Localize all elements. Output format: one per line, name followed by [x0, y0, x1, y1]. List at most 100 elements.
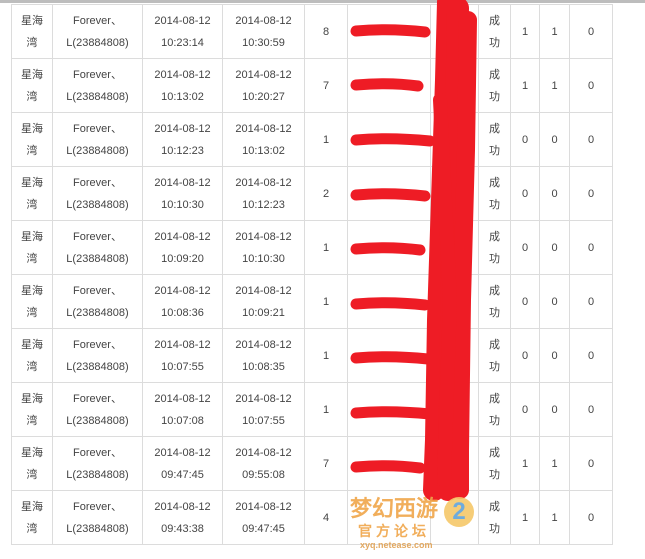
cell-status: 成 功: [478, 112, 511, 167]
b-text: 1: [551, 79, 558, 92]
b-text: 0: [551, 349, 558, 362]
cell-b: 0: [539, 112, 570, 167]
cell-c: 0: [569, 274, 613, 329]
a-text: 0: [521, 349, 529, 362]
server-text: 星海 湾: [21, 176, 43, 211]
cell-start: 2014-08-12 09:43:38: [142, 490, 223, 545]
watermark-title: 梦幻西游: [350, 496, 439, 521]
start-text: 2014-08-12 10:08:36: [154, 284, 211, 319]
start-text: 2014-08-12 10:23:14: [154, 14, 211, 49]
count-text: 7: [322, 457, 330, 470]
cell-redacted1: [347, 436, 431, 491]
cell-player: Forever、 L(23884808): [52, 436, 143, 491]
c-text: 0: [587, 349, 595, 362]
cell-player: Forever、 L(23884808): [52, 112, 143, 167]
cell-start: 2014-08-12 10:10:30: [142, 166, 223, 221]
end-text: 2014-08-12 09:47:45: [235, 500, 292, 535]
cell-c: 0: [569, 436, 613, 491]
server-text: 星海 湾: [21, 338, 43, 373]
cell-a: 1: [510, 490, 540, 545]
cell-status: 成 功: [478, 4, 511, 59]
player-text: Forever、 L(23884808): [66, 392, 129, 427]
cell-player: Forever、 L(23884808): [52, 328, 143, 383]
cell-end: 2014-08-12 10:09:21: [222, 274, 305, 329]
start-text: 2014-08-12 09:43:38: [154, 500, 211, 535]
end-text: 2014-08-12 10:20:27: [235, 68, 292, 103]
count-text: 1: [322, 133, 330, 146]
cell-b: 0: [539, 274, 570, 329]
start-text: 2014-08-12 10:10:30: [154, 176, 211, 211]
cell-redacted2: [430, 220, 479, 275]
start-text: 2014-08-12 10:09:20: [154, 230, 211, 265]
status-text: 成 功: [489, 392, 500, 427]
cell-player: Forever、 L(23884808): [52, 490, 143, 545]
cell-redacted2: [430, 382, 479, 437]
cell-end: 2014-08-12 10:20:27: [222, 58, 305, 113]
records-table: 星海 湾 Forever、 L(23884808) 2014-08-12 10:23…: [11, 4, 613, 545]
cell-server: 星海 湾: [11, 490, 53, 545]
c-text: 0: [587, 25, 595, 38]
status-text: 成 功: [489, 68, 500, 103]
cell-b: 1: [539, 58, 570, 113]
count-text: 1: [322, 349, 330, 362]
cell-end: 2014-08-12 10:13:02: [222, 112, 305, 167]
cell-redacted1: [347, 112, 431, 167]
a-text: 1: [521, 457, 529, 470]
table-row: 星海 湾 Forever、 L(23884808) 2014-08-12 10:13…: [11, 58, 613, 113]
cell-start: 2014-08-12 10:08:36: [142, 274, 223, 329]
cell-status: 成 功: [478, 166, 511, 221]
cell-redacted1: [347, 4, 431, 59]
cell-redacted2: [430, 4, 479, 59]
server-text: 星海 湾: [21, 392, 43, 427]
cell-status: 成 功: [478, 274, 511, 329]
cell-start: 2014-08-12 10:07:55: [142, 328, 223, 383]
cell-redacted2: [430, 112, 479, 167]
status-text: 成 功: [489, 446, 500, 481]
cell-a: 1: [510, 58, 540, 113]
player-text: Forever、 L(23884808): [66, 68, 129, 103]
cell-server: 星海 湾: [11, 58, 53, 113]
start-text: 2014-08-12 10:12:23: [154, 122, 211, 157]
cell-c: 0: [569, 382, 613, 437]
end-text: 2014-08-12 10:10:30: [235, 230, 292, 265]
cell-count: 8: [304, 4, 348, 59]
cell-redacted2: [430, 274, 479, 329]
cell-status: 成 功: [478, 328, 511, 383]
cell-c: 0: [569, 328, 613, 383]
cell-server: 星海 湾: [11, 112, 53, 167]
player-text: Forever、 L(23884808): [66, 14, 129, 49]
status-text: 成 功: [489, 230, 500, 265]
cell-player: Forever、 L(23884808): [52, 274, 143, 329]
cell-a: 0: [510, 166, 540, 221]
c-text: 0: [587, 241, 595, 254]
cell-count: 7: [304, 58, 348, 113]
cell-b: 0: [539, 166, 570, 221]
cell-player: Forever、 L(23884808): [52, 166, 143, 221]
cell-end: 2014-08-12 10:08:35: [222, 328, 305, 383]
cell-start: 2014-08-12 10:12:23: [142, 112, 223, 167]
cell-a: 0: [510, 274, 540, 329]
cell-count: 2: [304, 166, 348, 221]
server-text: 星海 湾: [21, 500, 43, 535]
cell-start: 2014-08-12 10:13:02: [142, 58, 223, 113]
cell-redacted2: [430, 58, 479, 113]
player-text: Forever、 L(23884808): [66, 446, 129, 481]
cell-c: 0: [569, 490, 613, 545]
cell-status: 成 功: [478, 58, 511, 113]
watermark-subtitle: 官方论坛: [358, 523, 430, 539]
cell-end: 2014-08-12 09:55:08: [222, 436, 305, 491]
count-text: 2: [322, 187, 330, 200]
cell-a: 0: [510, 112, 540, 167]
cell-redacted1: [347, 166, 431, 221]
table-row: 星海 湾 Forever、 L(23884808) 2014-08-12 09:47…: [11, 436, 613, 491]
cell-c: 0: [569, 220, 613, 275]
cell-status: 成 功: [478, 490, 511, 545]
cell-b: 1: [539, 4, 570, 59]
status-text: 成 功: [489, 122, 500, 157]
cell-player: Forever、 L(23884808): [52, 382, 143, 437]
cell-count: 7: [304, 436, 348, 491]
c-text: 0: [587, 187, 595, 200]
server-text: 星海 湾: [21, 446, 43, 481]
cell-a: 0: [510, 220, 540, 275]
a-text: 0: [521, 187, 529, 200]
